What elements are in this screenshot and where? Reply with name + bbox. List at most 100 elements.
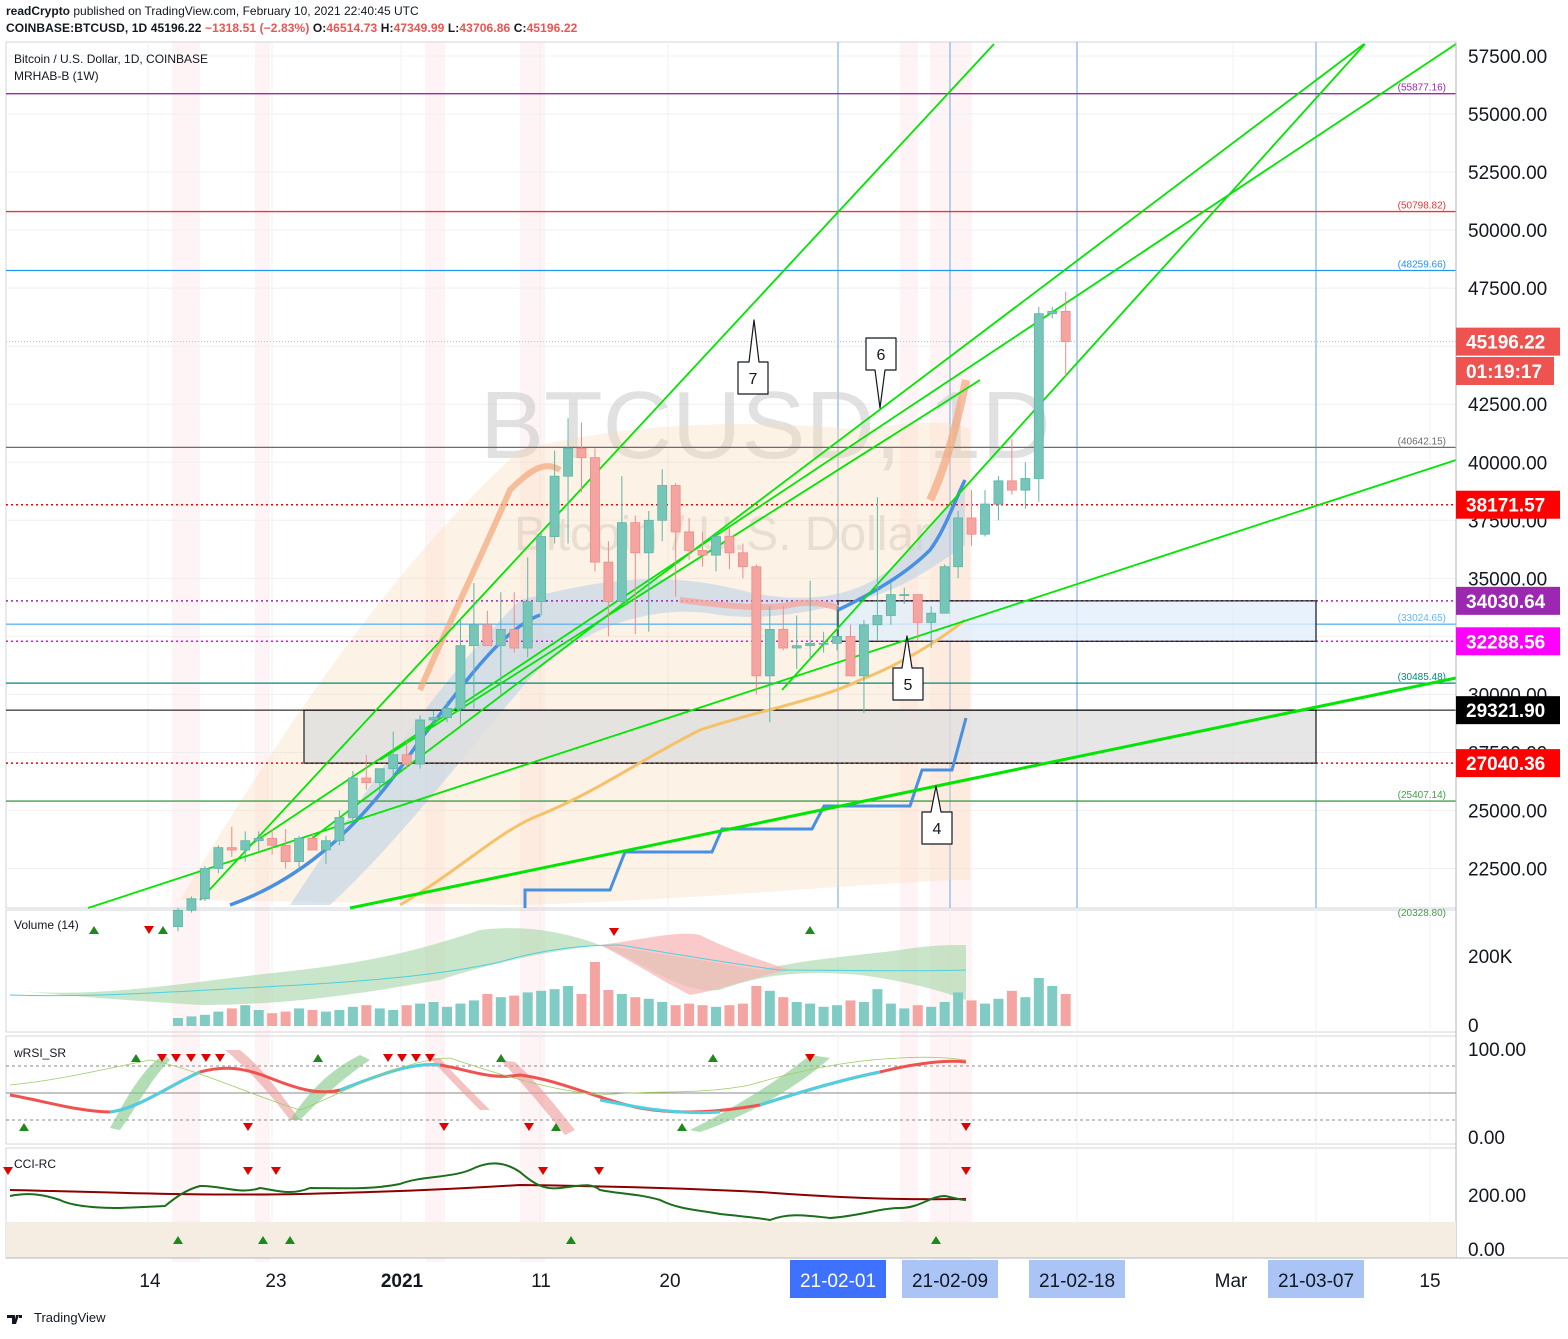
- candle-up: [334, 810, 345, 846]
- candle-down: [738, 543, 748, 579]
- candle-body: [791, 645, 802, 649]
- volume-cloud-down: [600, 933, 790, 995]
- candle-body: [186, 898, 197, 911]
- candle-body: [778, 629, 789, 649]
- price-tag: [1456, 586, 1560, 615]
- sell-arrow-icon: [157, 1054, 167, 1062]
- callout-box: [737, 319, 769, 395]
- candle-up: [1033, 306, 1044, 502]
- candle-down: [966, 490, 977, 546]
- sell-arrow-icon: [524, 1123, 534, 1131]
- weekly-step-line: [523, 717, 968, 908]
- candle-up: [173, 908, 183, 932]
- candle-body: [253, 837, 264, 842]
- candle-up: [442, 701, 452, 723]
- candle-down: [1007, 439, 1017, 495]
- candle-body: [1007, 480, 1017, 491]
- cci-tick: 0.00: [1468, 1240, 1505, 1261]
- cci-pane-label[interactable]: CCI-RC: [14, 1157, 56, 1171]
- candle-body: [926, 612, 937, 623]
- series-legend[interactable]: Bitcoin / U.S. Dollar, 1D, COINBASE: [14, 52, 209, 66]
- callout-box: [892, 635, 924, 701]
- rsi-pane-label[interactable]: wRSI_SR: [14, 1046, 67, 1060]
- candle-up: [1047, 306, 1058, 319]
- candle-body: [455, 645, 466, 709]
- volume-bar: [697, 1005, 708, 1026]
- volume-bar: [213, 1011, 224, 1026]
- rsi-pane: [5, 1035, 1457, 1145]
- volume-ma: [9, 944, 967, 997]
- candle-up: [1020, 462, 1031, 509]
- price-tag-label: 45196.22: [1466, 333, 1545, 354]
- candle-up: [415, 715, 426, 769]
- sell-arrow-icon: [171, 1054, 181, 1062]
- candle-down: [226, 826, 237, 857]
- candle-body: [334, 817, 345, 842]
- tradingview-logo-icon: [7, 1314, 22, 1324]
- sell-arrow-icon: [609, 928, 619, 936]
- candle-body: [939, 566, 950, 614]
- volume-pane-label[interactable]: Volume (14): [14, 918, 79, 932]
- candle-body: [912, 594, 923, 623]
- candle-body: [724, 536, 735, 554]
- candle-up: [872, 497, 883, 642]
- publisher[interactable]: readCrypto: [6, 4, 71, 18]
- sell-arrow-icon: [805, 1054, 815, 1062]
- price-change: −1318.51 (−2.83%): [204, 21, 310, 35]
- volume-bar: [912, 1005, 923, 1026]
- footer-brand[interactable]: TradingView: [6, 1310, 106, 1325]
- candle-up: [213, 845, 224, 874]
- date-highlight: [1268, 1260, 1364, 1298]
- candle-body: [711, 536, 721, 556]
- y-tick-label: 42500.00: [1468, 395, 1547, 416]
- volume-bar: [320, 1011, 331, 1026]
- candle-body: [805, 642, 816, 647]
- candle-body: [280, 844, 291, 862]
- price-tag-label: 01:19:17: [1466, 362, 1542, 383]
- price-tag: [1456, 627, 1560, 656]
- open-label: O:: [312, 21, 327, 35]
- x-tick-label: 11: [531, 1271, 551, 1292]
- indicator-legend[interactable]: MRHAB-B (1W): [14, 69, 99, 83]
- volume-bar: [966, 1000, 977, 1026]
- rsi-fill-down: [430, 1058, 490, 1110]
- price-tag: [1456, 327, 1560, 356]
- volume-bar: [845, 1000, 856, 1026]
- trendline: [781, 43, 1366, 691]
- level-label: (48259.66): [1398, 260, 1446, 271]
- volume-bar: [415, 1003, 426, 1026]
- candle-up: [468, 582, 479, 709]
- candle-body: [872, 615, 883, 626]
- candle-body: [953, 517, 963, 568]
- volume-bar: [724, 1005, 735, 1026]
- volume-bar: [1033, 978, 1044, 1026]
- price-tag-label: 29321.90: [1466, 701, 1545, 722]
- candle-body: [670, 485, 681, 533]
- candle-up: [764, 606, 775, 723]
- buy-arrow-icon: [313, 1054, 323, 1062]
- candle-up: [616, 476, 627, 604]
- volume-bar: [576, 994, 587, 1026]
- candle-body: [173, 909, 183, 927]
- candle-body: [764, 629, 775, 677]
- level-label: (40642.15): [1398, 436, 1446, 447]
- volume-bar: [509, 995, 520, 1026]
- high-value: 47349.99: [393, 21, 445, 35]
- candle-up: [657, 469, 668, 542]
- price-tag: [1456, 357, 1554, 385]
- volume-bar: [253, 1010, 264, 1026]
- candle-up: [832, 606, 842, 651]
- price-tag: [1456, 696, 1560, 725]
- callout-label: 7: [749, 371, 758, 388]
- volume-bar: [401, 1005, 412, 1026]
- volume-bar: [347, 1006, 358, 1026]
- blue-cloud: [290, 480, 965, 905]
- buy-arrow-icon: [89, 926, 99, 934]
- rsi-fill-down: [500, 1060, 575, 1135]
- candle-up: [993, 476, 1004, 521]
- candle-down: [361, 754, 372, 790]
- candle-body: [509, 629, 520, 649]
- candle-body: [751, 566, 762, 677]
- volume-tick: 0: [1468, 1016, 1479, 1037]
